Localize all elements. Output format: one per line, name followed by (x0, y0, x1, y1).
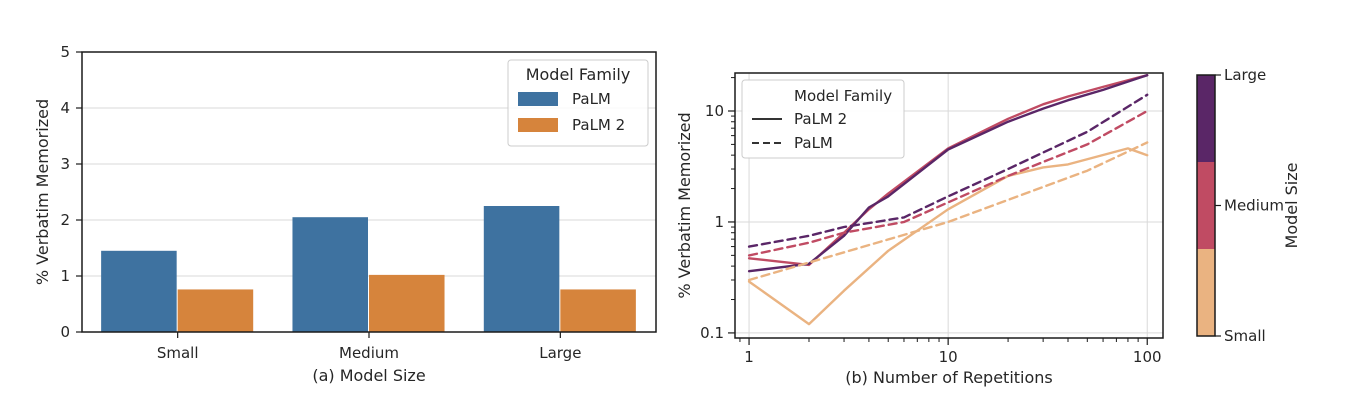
chart-a-legend: Model Family PaLM PaLM 2 (507, 59, 649, 147)
chart-b-legend-box (741, 79, 905, 159)
colorbar-tick-label-small: Small (1224, 327, 1266, 345)
line-palm-small (747, 141, 1149, 282)
colorbar-tick-label-medium: Medium (1224, 197, 1284, 215)
chart-b-lines (747, 73, 1149, 326)
b-xtick-label-100: 100 (1133, 348, 1162, 366)
chart-a-bars (101, 206, 636, 332)
line-palm-2-large (747, 73, 1149, 273)
legend-swatch-palm-2 (518, 118, 558, 132)
a-ytick-label-5: 5 (60, 43, 70, 61)
colorbar-label: Model Size (1282, 163, 1301, 249)
colorbar-segment-medium (1197, 162, 1215, 250)
bar-palm-medium (292, 217, 368, 332)
chart-b-xlabel: (b) Number of Repetitions (845, 368, 1053, 387)
line-palm-2-small (747, 147, 1149, 326)
b-xtick-label-1: 1 (744, 348, 754, 366)
chart-a-xlabel: (a) Model Size (312, 366, 425, 385)
b-ytick-label-0-1: 0.1 (700, 324, 724, 342)
a-ytick-label-3: 3 (60, 155, 70, 173)
legend-label-palm-dashed: PaLM (794, 134, 833, 152)
bar-palm-2-small (177, 289, 254, 332)
a-ytick-label-0: 0 (60, 323, 70, 341)
colorbar-tick-label-large: Large (1224, 66, 1266, 84)
bar-palm-small (101, 250, 177, 332)
chart-b-ylabel: % Verbatim Memorized (675, 112, 694, 298)
a-xtick-label-small: Small (157, 344, 199, 362)
legend-label-palm-2: PaLM 2 (572, 116, 625, 134)
chart-b-legend: Model Family PaLM 2 PaLM (741, 79, 905, 159)
legend-label-palm-2-solid: PaLM 2 (794, 110, 847, 128)
chart-b-line-repetitions: 1 10 100 0.1 1 10 (b) Number of Repetitions %… (675, 66, 1301, 387)
chart-b-frame (734, 72, 1164, 339)
colorbar-segment-large (1197, 75, 1215, 163)
a-ytick-label-2: 2 (60, 211, 70, 229)
a-ytick-label-1: 1 (60, 267, 70, 285)
bar-palm-large (483, 206, 560, 332)
b-xtick-label-10: 10 (939, 348, 958, 366)
chart-b-ticks: 1 10 100 0.1 1 10 (700, 77, 1162, 366)
chart-a-legend-title: Model Family (526, 65, 631, 84)
a-xtick-label-medium: Medium (339, 344, 399, 362)
b-ytick-label-10: 10 (705, 102, 724, 120)
bar-palm-2-medium (369, 274, 445, 332)
colorbar: Large Medium Small (1196, 66, 1284, 345)
colorbar-segment-small (1197, 249, 1215, 337)
bar-palm-2-large (560, 289, 636, 332)
chart-b-legend-title: Model Family (794, 87, 892, 105)
line-palm-medium (747, 109, 1149, 257)
chart-a-ticks: 0 1 2 3 4 5 Small Medium Large (60, 43, 581, 362)
a-ytick-label-4: 4 (60, 99, 70, 117)
a-xtick-label-large: Large (539, 344, 581, 362)
chart-a-frame (81, 51, 657, 333)
legend-label-palm: PaLM (572, 90, 611, 108)
line-palm-large (747, 93, 1149, 248)
b-ytick-label-1: 1 (714, 213, 724, 231)
legend-swatch-palm (518, 92, 558, 106)
chart-a-bar-model-size: 0 1 2 3 4 5 Small Medium Large (a) Model Size % … (33, 43, 657, 385)
chart-a-ylabel: % Verbatim Memorized (33, 99, 52, 285)
